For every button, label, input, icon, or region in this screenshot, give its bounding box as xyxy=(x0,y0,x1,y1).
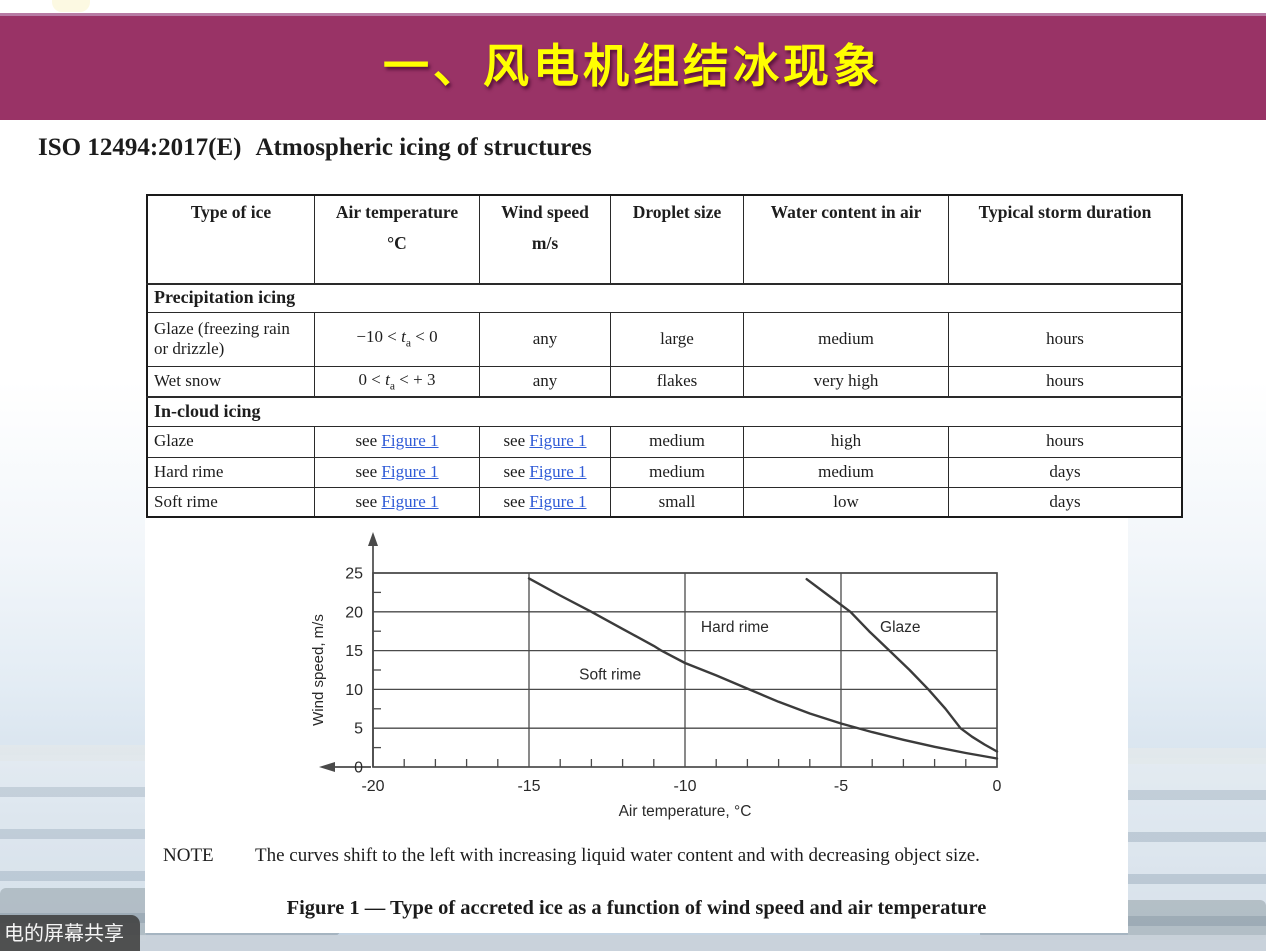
table-cell: Glaze (freezing rain or drizzle) xyxy=(146,311,315,367)
table-cell: Wet snow xyxy=(146,365,315,398)
table-cell: any xyxy=(479,311,611,367)
curve-soft-rime-hard-rime-boundary xyxy=(527,577,999,760)
x-tick-label: -20 xyxy=(361,778,384,795)
document-heading: ISO 12494:2017(E) Atmospheric icing of st… xyxy=(38,134,592,162)
slide-title-banner: 一、风电机组结冰现象 xyxy=(0,13,1266,120)
table-cell: hours xyxy=(948,311,1183,367)
table-section-row: Precipitation icing xyxy=(146,283,1183,313)
background-photo-band xyxy=(0,935,1266,951)
column-header: Water content in air xyxy=(743,194,949,285)
x-axis-left-arrowhead xyxy=(319,762,335,772)
table-cell: Soft rime xyxy=(146,486,315,518)
table-row: Glaze (freezing rain or drizzle) −10 < ta… xyxy=(146,311,1183,367)
figure-1-link[interactable]: Figure 1 xyxy=(529,431,587,451)
table-cell: −10 < ta < 0 xyxy=(314,311,480,367)
y-tick-label: 25 xyxy=(345,566,363,583)
table-row: Soft rime see Figure 1 see Figure 1 small lo… xyxy=(146,486,1183,518)
table-section-row: In-cloud icing xyxy=(146,396,1183,427)
ice-types-table: Type of ice Air temperature °C Wind speed m/… xyxy=(146,194,1183,518)
background-building-photo-right xyxy=(1128,748,1266,940)
table-cell: small xyxy=(610,486,744,518)
section-label: Precipitation icing xyxy=(146,283,1183,313)
table-cell: see Figure 1 xyxy=(479,486,611,518)
screen-share-toast: 电的屏幕共享 xyxy=(0,915,140,951)
table-cell: see Figure 1 xyxy=(314,425,480,458)
table-cell: see Figure 1 xyxy=(479,456,611,488)
table-cell: days xyxy=(948,456,1183,488)
ice-table-body: Precipitation icing Glaze (freezing rain … xyxy=(146,283,1183,518)
window-artifact xyxy=(52,0,90,12)
table-cell: hours xyxy=(948,425,1183,458)
region-label-glaze: Glaze xyxy=(880,619,921,636)
x-tick-label: -10 xyxy=(673,778,696,795)
x-tick-label: -5 xyxy=(834,778,848,795)
background-building-photo-left xyxy=(0,745,146,941)
table-cell: any xyxy=(479,365,611,398)
column-header: Typical storm duration xyxy=(948,194,1183,285)
y-tick-label: 5 xyxy=(354,721,363,738)
table-cell: days xyxy=(948,486,1183,518)
region-label-soft-rime: Soft rime xyxy=(579,666,641,683)
table-cell: medium xyxy=(610,425,744,458)
x-tick-label: -15 xyxy=(517,778,540,795)
figure-1-link[interactable]: Figure 1 xyxy=(381,431,439,451)
table-cell: medium xyxy=(743,311,949,367)
column-header: Wind speed m/s xyxy=(479,194,611,285)
chart-axes-grid xyxy=(331,544,998,768)
curve-hard-rime-glaze-boundary xyxy=(805,578,999,753)
y-tick-label: 10 xyxy=(345,682,363,699)
table-cell: see Figure 1 xyxy=(314,456,480,488)
slide-title: 一、风电机组结冰现象 xyxy=(383,40,883,92)
table-cell: large xyxy=(610,311,744,367)
column-header: Air temperature °C xyxy=(314,194,480,285)
figure-note: NOTE The curves shift to the left with in… xyxy=(163,845,1113,867)
region-label-hard-rime: Hard rime xyxy=(701,619,769,636)
screen-share-label: 电的屏幕共享 xyxy=(4,923,124,945)
note-text: The curves shift to the left with increa… xyxy=(255,845,980,866)
figure-1-link[interactable]: Figure 1 xyxy=(381,491,439,511)
y-axis-label: Wind speed, m/s xyxy=(310,614,327,726)
y-axis-arrowhead xyxy=(368,532,378,546)
table-cell: very high xyxy=(743,365,949,398)
y-tick-label: 15 xyxy=(345,643,363,660)
figure-caption: Figure 1 — Type of accreted ice as a fun… xyxy=(286,897,987,919)
iso-title: Atmospheric icing of structures xyxy=(255,134,592,161)
table-cell: 0 < ta < + 3 xyxy=(314,365,480,398)
note-label: NOTE xyxy=(163,845,214,866)
table-cell: Glaze xyxy=(146,425,315,458)
table-cell: hours xyxy=(948,365,1183,398)
y-tick-label: 20 xyxy=(345,604,363,621)
table-cell: medium xyxy=(743,456,949,488)
iso-code: ISO 12494:2017(E) xyxy=(38,134,242,161)
y-tick-label: 0 xyxy=(354,760,363,777)
column-header: Droplet size xyxy=(610,194,744,285)
x-tick-label: 0 xyxy=(993,778,1002,795)
table-cell: see Figure 1 xyxy=(479,425,611,458)
table-cell: see Figure 1 xyxy=(314,486,480,518)
table-cell: medium xyxy=(610,456,744,488)
figure-1-link[interactable]: Figure 1 xyxy=(381,461,439,481)
table-row: Wet snow 0 < ta < + 3 any flakes very high ho… xyxy=(146,365,1183,398)
table-row: Glaze see Figure 1 see Figure 1 medium high h… xyxy=(146,425,1183,458)
figure-1-chart: -20 -15 -10 -5 0 0 5 10 15 20 25 Air temperature, °… xyxy=(310,532,1002,820)
table-cell: high xyxy=(743,425,949,458)
table-row: Hard rime see Figure 1 see Figure 1 medium m… xyxy=(146,456,1183,488)
column-header: Type of ice xyxy=(146,194,315,285)
table-cell: low xyxy=(743,486,949,518)
table-header-row: Type of ice Air temperature °C Wind speed m/… xyxy=(146,194,1183,285)
table-cell: flakes xyxy=(610,365,744,398)
figure-1-link[interactable]: Figure 1 xyxy=(529,461,587,481)
x-axis-label: Air temperature, °C xyxy=(619,803,752,820)
table-cell: Hard rime xyxy=(146,456,315,488)
section-label: In-cloud icing xyxy=(146,396,1183,427)
figure-1-link[interactable]: Figure 1 xyxy=(529,491,587,511)
